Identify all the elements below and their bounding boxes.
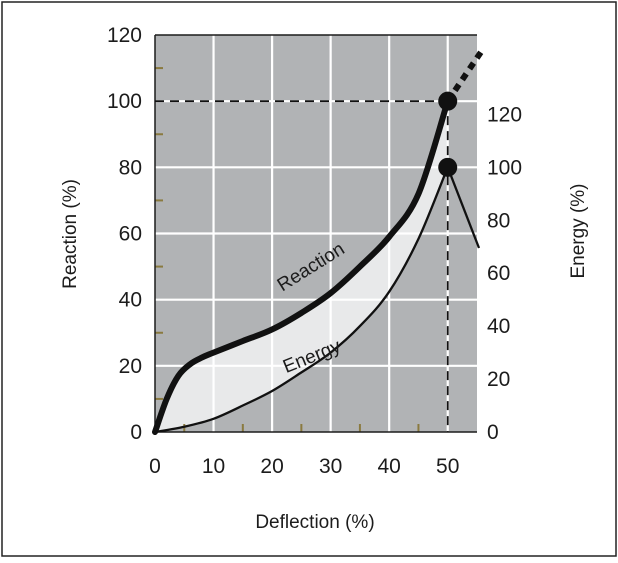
reference-guides [155, 100, 449, 432]
x-tick-labels: 0 10 20 30 40 50 [149, 455, 459, 478]
y-left-tick-label: 0 [130, 421, 142, 444]
energy-curve [153, 166, 449, 434]
reaction-curve [152, 98, 451, 435]
x-tick-label: 20 [260, 455, 283, 478]
y-right-axis-title: Energy (%) [568, 183, 589, 278]
x-tick-label: 40 [378, 455, 401, 478]
y-right-tick-label: 80 [487, 209, 510, 232]
y-left-axis-title: Reaction (%) [60, 179, 81, 289]
y-right-tick-label: 120 [487, 103, 522, 126]
x-tick-label: 10 [202, 455, 225, 478]
x-tick-label: 50 [436, 455, 459, 478]
x-tick-label: 0 [149, 455, 161, 478]
energy-extension [446, 166, 481, 249]
y-left-tick-label: 60 [119, 223, 142, 246]
y-left-tick-label: 20 [119, 355, 142, 378]
y-right-tick-label: 20 [487, 368, 510, 391]
plot-area [155, 35, 477, 432]
x-tick-label: 30 [319, 455, 342, 478]
y-right-tick-label: 60 [487, 262, 510, 285]
energy-marker [438, 157, 458, 177]
minor-ticks [155, 67, 420, 432]
y-right-tick-labels: 0 20 40 60 80 100 120 [487, 103, 522, 444]
y-right-tick-label: 0 [487, 421, 499, 444]
reference-markers [438, 91, 458, 177]
y-left-tick-label: 80 [119, 156, 142, 179]
y-left-tick-label: 120 [107, 24, 142, 47]
y-left-tick-label: 100 [107, 90, 142, 113]
series-layer [152, 50, 484, 435]
reaction-extension [445, 50, 484, 103]
y-left-tick-label: 40 [119, 289, 142, 312]
reaction-marker [438, 91, 458, 111]
x-axis-title: Deflection (%) [255, 512, 374, 533]
y-left-tick-labels: 0 20 40 60 80 100 120 [107, 24, 142, 444]
y-right-tick-label: 100 [487, 156, 522, 179]
y-right-tick-label: 40 [487, 315, 510, 338]
